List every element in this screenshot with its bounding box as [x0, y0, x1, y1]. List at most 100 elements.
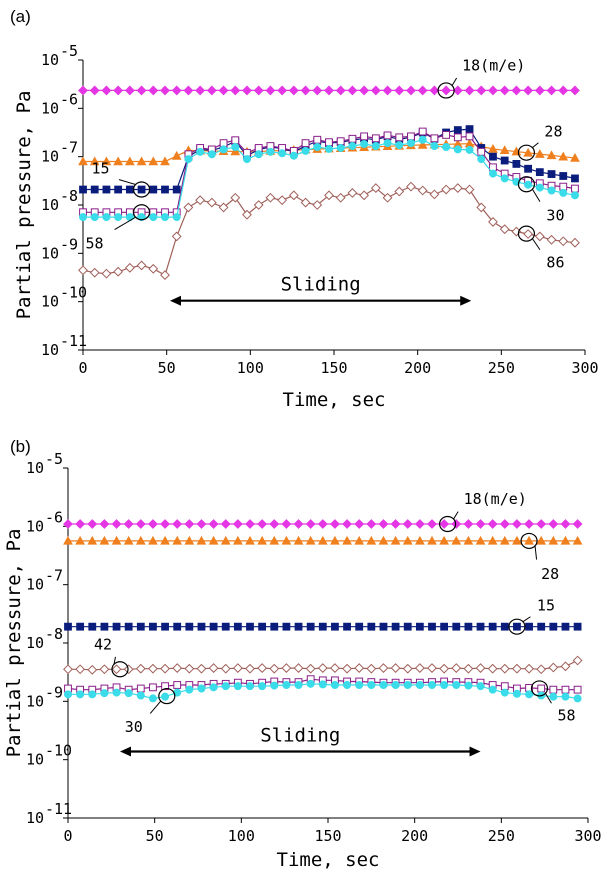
data-point-m42	[548, 662, 559, 673]
data-point-m30	[242, 155, 251, 164]
data-point-m30	[278, 149, 287, 158]
data-point-m18	[572, 519, 583, 529]
data-point-m18	[99, 519, 110, 529]
data-point-m15	[512, 160, 521, 168]
data-point-m86	[312, 200, 323, 210]
callout-m42: 42	[94, 635, 129, 678]
data-point-m28	[232, 535, 243, 545]
data-point-m42	[99, 664, 110, 675]
data-point-m30	[221, 682, 230, 691]
sliding-arrow-left-head	[170, 295, 182, 306]
data-point-m30	[254, 150, 263, 159]
data-point-m15	[367, 622, 376, 631]
data-point-m28	[366, 535, 377, 545]
data-point-m30	[90, 213, 99, 222]
callout-m15: 15	[92, 160, 151, 198]
data-point-m15	[500, 622, 509, 631]
data-point-m86	[488, 217, 498, 227]
data-point-m42	[439, 663, 450, 674]
data-point-m30	[415, 681, 424, 690]
data-point-m86	[183, 202, 194, 213]
callout-circle	[508, 618, 526, 635]
x-tick-label: 250	[488, 359, 515, 377]
data-point-m30	[136, 691, 145, 700]
data-point-m30	[219, 145, 228, 154]
data-point-m18	[305, 519, 316, 529]
data-point-m30	[500, 688, 509, 697]
data-point-m30	[427, 681, 436, 690]
y-tick-label: 10	[41, 51, 59, 69]
data-point-m18	[354, 519, 365, 529]
data-point-m18	[534, 85, 545, 96]
plot-area	[83, 60, 585, 350]
y-tick-exponent: -8	[45, 625, 63, 643]
callout-leader	[118, 179, 136, 186]
y-tick-label: 10	[41, 196, 59, 214]
data-point-m30	[172, 213, 181, 222]
data-point-m86	[230, 192, 241, 203]
callout-circle	[132, 204, 151, 221]
data-point-m86	[359, 190, 370, 201]
data-point-m30	[266, 147, 275, 156]
data-point-m28	[220, 535, 231, 545]
data-point-m18	[429, 85, 440, 96]
data-point-m42	[208, 663, 219, 673]
data-point-m28	[101, 156, 112, 166]
data-point-m18	[75, 519, 86, 529]
y-tick-exponent: -10	[60, 284, 87, 302]
data-point-m15	[559, 172, 568, 180]
data-point-m28	[546, 150, 557, 160]
data-point-m86	[546, 234, 557, 245]
data-point-m28	[184, 535, 195, 545]
data-point-m28	[499, 145, 510, 155]
data-point-m30	[330, 681, 339, 690]
data-point-m42	[172, 663, 183, 673]
data-point-m42	[330, 663, 340, 673]
callout-label: 18(m/e)	[464, 490, 527, 508]
data-point-m42	[317, 663, 328, 673]
data-point-m28	[160, 156, 170, 166]
data-point-m42	[75, 664, 86, 675]
y-tick-exponent: -11	[45, 800, 72, 818]
data-point-m30	[440, 681, 449, 690]
data-point-m42	[366, 663, 377, 674]
series-m18	[63, 519, 583, 529]
data-point-m30	[512, 689, 521, 698]
data-point-m58	[407, 132, 415, 141]
data-point-m15	[453, 126, 462, 134]
data-point-m18	[330, 519, 340, 529]
data-point-m30	[403, 681, 412, 690]
data-point-m58	[383, 131, 392, 140]
data-point-m86	[534, 231, 545, 242]
series-m15	[64, 622, 582, 631]
data-point-m42	[354, 663, 365, 673]
data-point-m30	[270, 681, 279, 690]
data-point-m28	[111, 535, 122, 545]
data-point-m30	[231, 142, 240, 151]
data-point-m42	[135, 663, 146, 674]
data-point-m18	[546, 85, 557, 96]
data-point-m30	[196, 147, 205, 156]
data-point-m18	[378, 519, 389, 529]
data-point-m15	[136, 622, 145, 631]
data-point-m58	[465, 132, 474, 141]
y-tick-label: 10	[26, 576, 44, 594]
data-point-m58	[325, 138, 333, 147]
callout-label: 86	[546, 254, 564, 272]
data-point-m28	[330, 535, 340, 545]
data-point-m58	[136, 684, 145, 693]
data-point-m30	[406, 139, 415, 148]
y-tick-exponent: -6	[45, 508, 63, 526]
data-point-m28	[523, 147, 533, 157]
data-point-m86	[124, 262, 135, 273]
data-point-m18	[135, 519, 146, 529]
data-point-m15	[500, 156, 509, 165]
x-tick-label: 50	[146, 827, 164, 845]
data-point-m18	[366, 519, 377, 529]
data-point-m28	[427, 535, 437, 545]
data-point-m28	[558, 151, 569, 161]
data-point-m30	[318, 680, 327, 689]
data-point-m15	[100, 622, 109, 631]
data-point-m58	[442, 131, 451, 139]
